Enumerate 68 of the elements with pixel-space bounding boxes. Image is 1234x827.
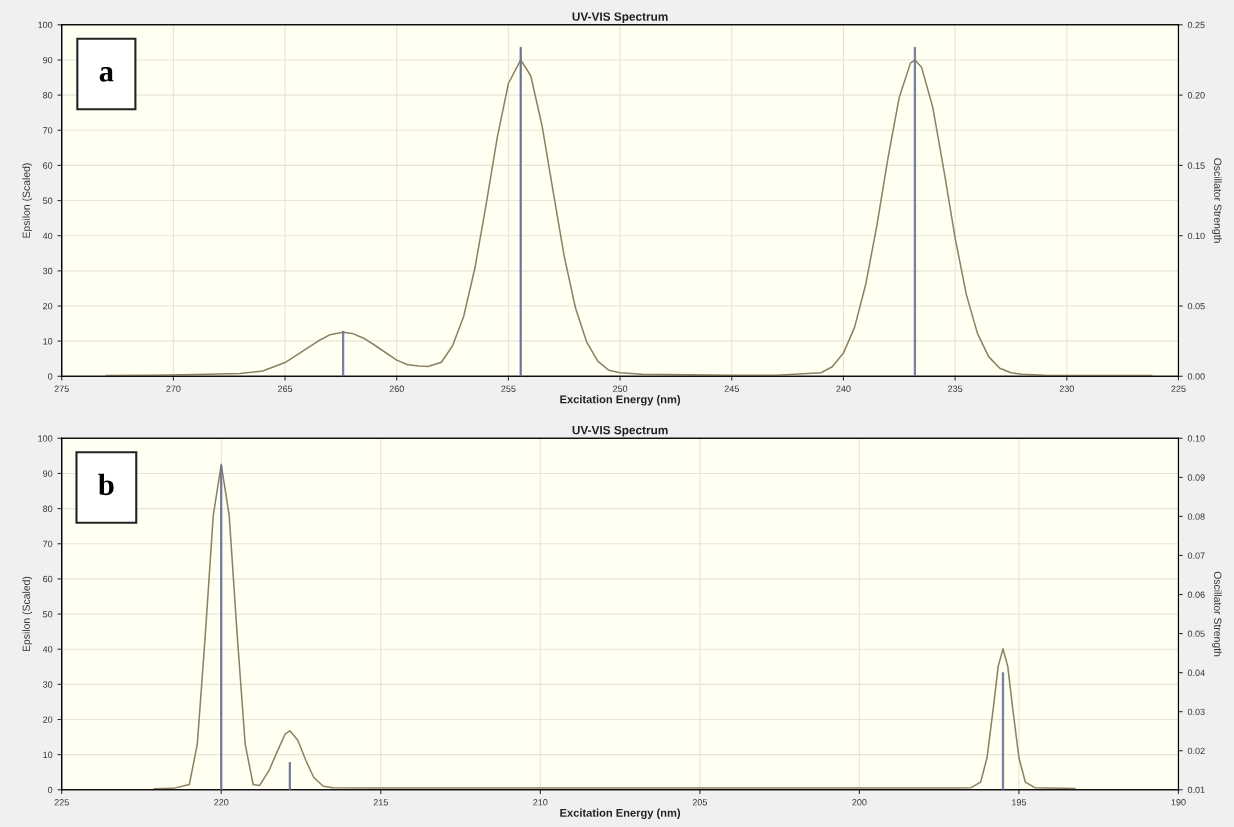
y-tick-label: 50 <box>42 197 53 204</box>
y-tick-label: 30 <box>42 681 53 688</box>
annotation: b <box>98 473 114 496</box>
y2-tick-label: 0.20 <box>1187 92 1205 99</box>
y-tick-label: 100 <box>38 435 53 442</box>
y2-tick-label: 0.10 <box>1187 435 1205 442</box>
x-tick-label: 230 <box>1059 385 1074 392</box>
y2-tick-label: 0.03 <box>1187 708 1205 716</box>
y-tick-label: 20 <box>43 302 53 310</box>
x-tick-label: 260 <box>389 385 404 392</box>
x-tick-label: 235 <box>948 385 963 392</box>
y-tick-label: 50 <box>42 611 53 618</box>
x-axis-title: Excitation Energy (nm) <box>560 808 681 820</box>
y-tick-label: 80 <box>43 505 53 512</box>
y-tick-label: 10 <box>43 338 53 345</box>
x-axis-title: Excitation Energy (nm) <box>560 395 681 406</box>
y2-tick-label: 0.09 <box>1187 474 1205 481</box>
y-tick-label: 20 <box>43 716 53 723</box>
x-tick-label: 245 <box>724 385 739 392</box>
x-tick-label: 275 <box>54 385 69 392</box>
y-tick-label: 80 <box>43 92 53 99</box>
y-tick-label: 70 <box>43 540 53 548</box>
y-tick-label: 60 <box>43 575 53 583</box>
y2-tick-label: 0.02 <box>1187 747 1205 755</box>
y-tick-label: 40 <box>42 232 53 240</box>
y-tick-label: 90 <box>43 470 53 477</box>
y2-tick-label: 0.15 <box>1187 162 1205 169</box>
y2-axis-title: Oscillator Strength <box>1212 158 1222 243</box>
x-tick-label: 190 <box>1171 799 1186 806</box>
x-tick-label: 195 <box>1012 799 1027 806</box>
chart-title: UV-VIS Spectrum <box>572 12 668 24</box>
x-tick-label: 210 <box>533 799 548 806</box>
x-tick-label: 270 <box>166 385 181 392</box>
x-tick-label: 220 <box>214 799 229 806</box>
y-tick-label: 0 <box>48 373 53 380</box>
y-tick-label: 70 <box>43 127 53 134</box>
line-series <box>153 463 1076 790</box>
x-tick-label: 225 <box>1171 385 1186 392</box>
y2-tick-label: 0.04 <box>1187 669 1205 676</box>
y-tick-label: 30 <box>42 267 53 275</box>
y2-tick-label: 0.05 <box>1187 302 1205 310</box>
y-axis-title: Epsilon (Scaled) <box>22 576 33 652</box>
y-tick-label: 90 <box>43 56 53 64</box>
y-tick-label: 40 <box>42 646 53 653</box>
x-tick-label: 255 <box>501 385 516 392</box>
x-tick-label: 200 <box>852 799 867 806</box>
y2-tick-label: 0.10 <box>1187 232 1205 240</box>
y2-tick-label: 0.06 <box>1187 591 1205 598</box>
y-tick-label: 60 <box>43 162 53 169</box>
y2-tick-label: 0.00 <box>1187 373 1205 380</box>
x-tick-label: 205 <box>692 799 708 806</box>
y-tick-label: 0 <box>48 786 53 794</box>
y2-axis-title: Oscillator Strength <box>1212 571 1222 657</box>
x-tick-label: 265 <box>277 385 293 392</box>
x-tick-label: 215 <box>373 799 388 806</box>
y2-tick-label: 0.25 <box>1187 21 1205 29</box>
y2-tick-label: 0.07 <box>1187 552 1205 559</box>
y2-tick-label: 0.08 <box>1187 513 1205 520</box>
y2-tick-label: 0.05 <box>1187 630 1205 637</box>
x-tick-label: 225 <box>54 799 69 806</box>
annotation: a <box>99 67 114 82</box>
y-tick-label: 100 <box>38 21 53 29</box>
y-axis-title: Epsilon (Scaled) <box>22 163 33 238</box>
y-tick-label: 10 <box>43 751 53 758</box>
x-tick-label: 240 <box>836 385 851 392</box>
x-tick-label: 250 <box>613 385 628 392</box>
y2-tick-label: 0.01 <box>1187 786 1205 794</box>
chart-title: UV-VIS Spectrum <box>572 425 668 437</box>
